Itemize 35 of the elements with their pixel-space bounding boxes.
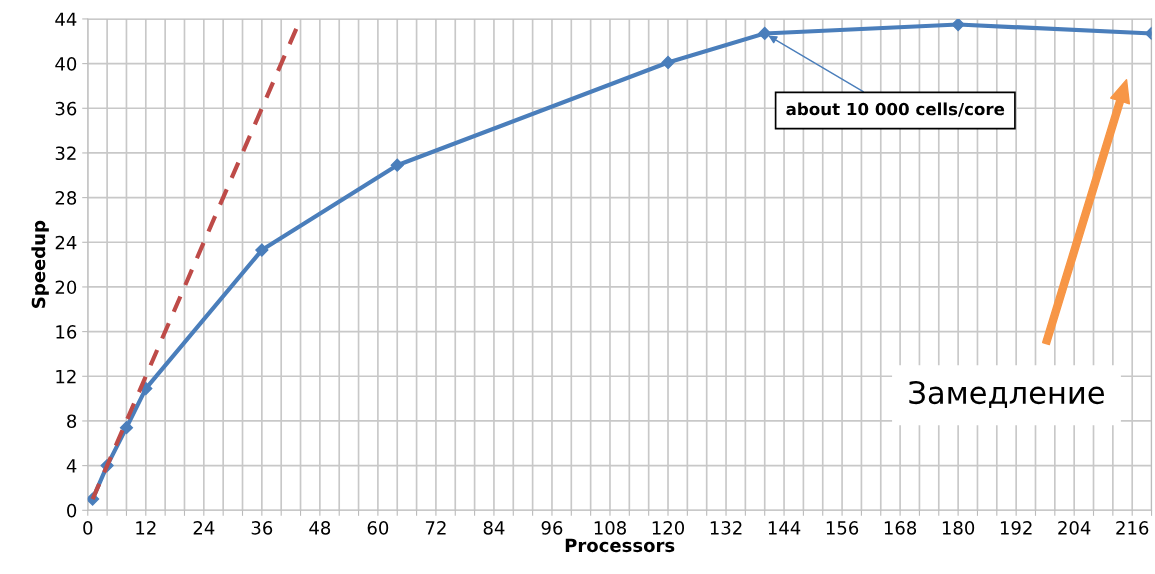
y-tick-label: 40	[55, 57, 77, 71]
y-tick-label: 4	[66, 459, 77, 473]
y-tick-label: 44	[55, 12, 77, 26]
x-tick-label: 204	[1058, 521, 1091, 535]
annotation: about 10 000 cells/core	[786, 102, 1005, 117]
x-tick-label: 72	[425, 521, 446, 535]
x-tick-label: 24	[193, 521, 215, 535]
y-tick-label: 8	[67, 414, 77, 429]
x-tick-label: 168	[884, 521, 917, 535]
y-tick-label: 24	[55, 235, 77, 250]
x-tick-label: 48	[309, 521, 331, 535]
y-tick-label: 12	[56, 369, 76, 384]
y-axis-title: Speedup	[31, 220, 49, 308]
x-tick-label: 12	[136, 521, 156, 535]
x-tick-label: 144	[768, 521, 801, 535]
x-tick-label: 108	[594, 521, 626, 535]
y-tick-label: 28	[55, 191, 77, 205]
x-tick-label: 60	[367, 521, 389, 535]
x-tick-label: 96	[541, 521, 563, 535]
x-tick-label: 120	[652, 521, 685, 535]
x-tick-label: 216	[1116, 521, 1149, 535]
x-tick-label: 192	[1000, 521, 1032, 535]
y-tick-label: 32	[55, 146, 76, 161]
x-tick-label: 84	[483, 521, 505, 535]
annotation: Замедление	[909, 381, 1104, 408]
x-tick-label: 156	[826, 521, 859, 535]
x-tick-label: 132	[710, 521, 742, 535]
y-tick-label: 16	[56, 325, 77, 339]
x-tick-label: 36	[251, 521, 273, 535]
x-axis-title: Processors	[565, 538, 675, 553]
x-tick-label: 180	[942, 521, 975, 535]
y-tick-label: 36	[55, 101, 77, 116]
x-tick-label: 0	[83, 521, 93, 535]
y-tick-label: 20	[55, 280, 77, 295]
y-tick-label: 0	[67, 503, 77, 518]
